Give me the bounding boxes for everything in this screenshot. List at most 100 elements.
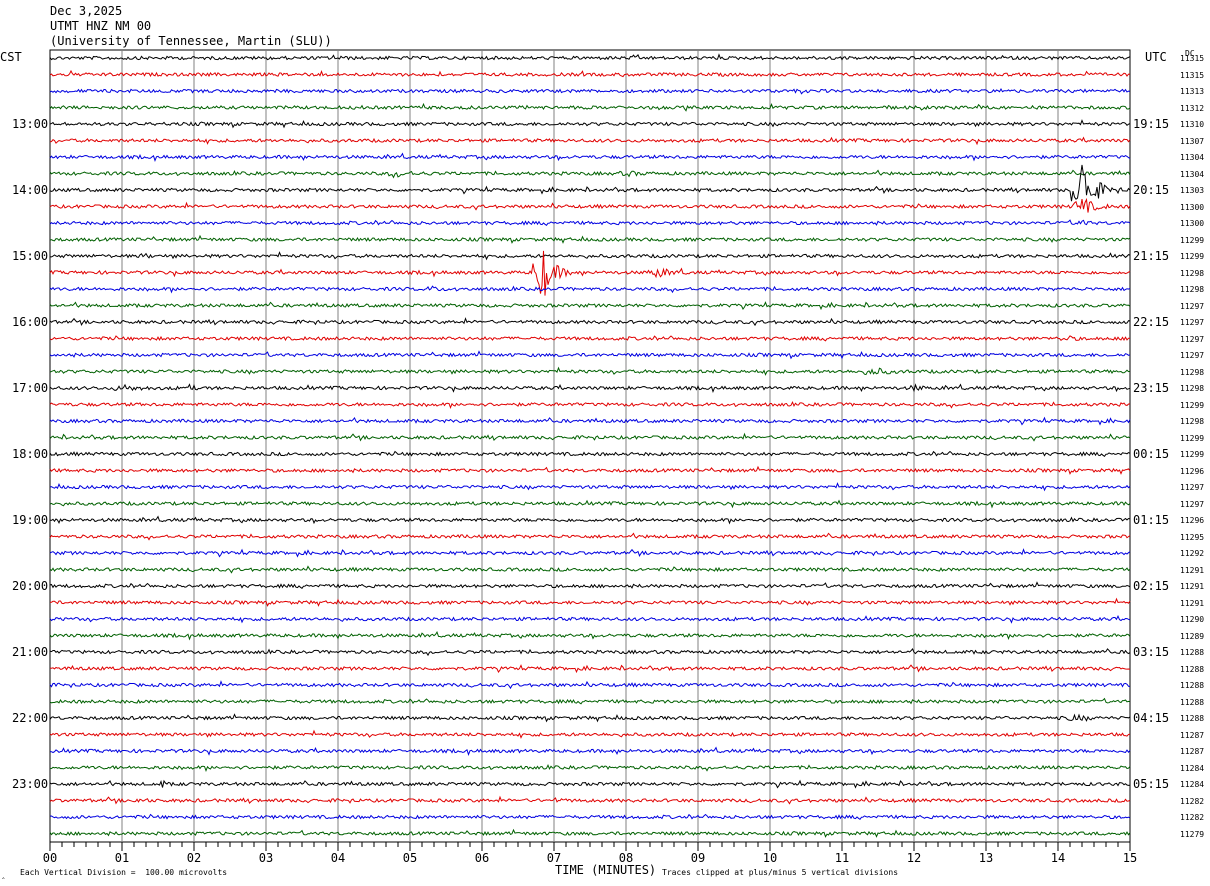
- dc-offset-label: 11288: [1180, 714, 1205, 723]
- dc-header: DC: [1185, 49, 1195, 58]
- dc-offset-label: 11288: [1180, 697, 1205, 707]
- dc-offset-label: 11282: [1180, 796, 1205, 806]
- x-tick-label: 14: [1051, 851, 1065, 865]
- dc-offset-label: 11291: [1180, 565, 1205, 575]
- scale-note: Each Vertical Division = 100.00 microvol…: [20, 868, 228, 877]
- left-hour-label: 14:00: [12, 183, 49, 197]
- trace-line: [49, 499, 1131, 509]
- trace-line: [49, 779, 1131, 789]
- dc-offset-label: 11307: [1180, 136, 1205, 146]
- dc-offset-label: 11290: [1180, 615, 1205, 624]
- trace-line: [49, 416, 1131, 426]
- left-hour-label: 21:00: [12, 645, 49, 659]
- dc-offset-label: 11299: [1180, 450, 1205, 459]
- trace-line: [49, 565, 1131, 574]
- x-axis-label: TIME (MINUTES): [555, 863, 657, 877]
- dc-offset-label: 11299: [1180, 400, 1205, 410]
- right-hour-label: 23:15: [1133, 381, 1170, 395]
- left-hour-label: 20:00: [12, 579, 49, 593]
- corner-mark: ‸: [2, 870, 5, 879]
- trace-line: [49, 87, 1131, 95]
- x-tick-label: 15: [1123, 851, 1137, 865]
- trace-line: [49, 250, 1131, 296]
- dc-offset-label: 11282: [1180, 813, 1205, 822]
- trace-line: [49, 285, 1131, 294]
- trace-line: [49, 795, 1131, 805]
- x-tick-label: 07: [547, 851, 561, 865]
- x-tick-label: 09: [691, 851, 705, 865]
- trace-line: [49, 234, 1131, 244]
- trace-line: [49, 197, 1131, 213]
- dc-offset-label: 11297: [1180, 301, 1205, 311]
- x-tick-label: 13: [979, 851, 993, 865]
- trace-line: [49, 532, 1131, 541]
- trace-line: [49, 152, 1131, 162]
- trace-line: [49, 630, 1131, 641]
- dc-offset-label: 11297: [1180, 351, 1205, 360]
- left-hour-label: 18:00: [12, 447, 49, 461]
- x-tick-label: 04: [331, 851, 345, 865]
- dc-offset-label: 11279: [1180, 829, 1205, 839]
- right-hour-label: 22:15: [1133, 315, 1170, 329]
- dc-offset-label: 11299: [1180, 235, 1205, 245]
- dc-offset-label: 11304: [1180, 153, 1205, 162]
- trace-line: [49, 713, 1131, 723]
- x-tick-label: 05: [403, 851, 417, 865]
- trace-line: [49, 335, 1130, 342]
- trace-line: [49, 697, 1131, 705]
- trace-line: [49, 828, 1131, 838]
- x-tick-label: 03: [259, 851, 273, 865]
- dc-offset-label: 11304: [1180, 169, 1205, 179]
- right-hour-label: 01:15: [1133, 513, 1170, 527]
- dc-offset-label: 11315: [1180, 70, 1205, 80]
- dc-offset-label: 11310: [1180, 120, 1205, 129]
- left-hour-label: 23:00: [12, 777, 49, 791]
- x-tick-label: 10: [763, 851, 777, 865]
- trace-line: [49, 581, 1131, 589]
- left-hour-label: 19:00: [12, 513, 49, 527]
- left-timezone: CST: [0, 50, 22, 64]
- right-hour-label: 21:15: [1133, 249, 1170, 263]
- trace-line: [49, 102, 1131, 112]
- x-tick-label: 01: [115, 851, 129, 865]
- dc-offset-label: 11288: [1180, 681, 1205, 690]
- dc-offset-label: 11287: [1180, 730, 1205, 740]
- dc-offset-label: 11299: [1180, 433, 1205, 443]
- dc-offset-label: 11295: [1180, 532, 1205, 542]
- dc-offset-label: 11298: [1180, 384, 1205, 393]
- trace-line: [49, 366, 1131, 376]
- trace-line: [49, 53, 1131, 61]
- trace-line: [49, 383, 1131, 393]
- trace-line: [49, 813, 1131, 820]
- left-hour-label: 17:00: [12, 381, 49, 395]
- x-tick-label: 11: [835, 851, 849, 865]
- right-hour-label: 00:15: [1133, 447, 1170, 461]
- trace-line: [49, 136, 1131, 146]
- station-title: UTMT HNZ NM 00: [50, 19, 152, 33]
- trace-line: [49, 450, 1131, 457]
- trace-line: [49, 119, 1131, 129]
- dc-offset-label: 11289: [1180, 631, 1205, 641]
- trace-line: [49, 515, 1131, 525]
- trace-line: [49, 482, 1131, 492]
- left-hour-label: 22:00: [12, 711, 49, 725]
- dc-offset-label: 11297: [1180, 334, 1205, 344]
- trace-line: [49, 763, 1131, 773]
- dc-offset-label: 11288: [1180, 648, 1205, 657]
- trace-line: [49, 69, 1131, 78]
- right-timezone: UTC: [1145, 50, 1167, 64]
- dc-offset-label: 11303: [1180, 186, 1205, 195]
- clip-note: Traces clipped at plus/minus 5 vertical …: [662, 868, 899, 877]
- trace-line: [49, 317, 1131, 327]
- x-tick-label: 06: [475, 851, 489, 865]
- network-label: (University of Tennessee, Martin (SLU)): [50, 34, 332, 48]
- dc-offset-label: 11291: [1180, 598, 1205, 608]
- trace-line: [49, 432, 1131, 442]
- dc-offset-label: 11298: [1180, 268, 1205, 278]
- dc-offset-label: 11299: [1180, 252, 1205, 261]
- trace-line: [50, 251, 1131, 261]
- dc-offset-label: 11296: [1180, 516, 1205, 525]
- trace-line: [49, 615, 1131, 624]
- trace-line: [49, 219, 1131, 226]
